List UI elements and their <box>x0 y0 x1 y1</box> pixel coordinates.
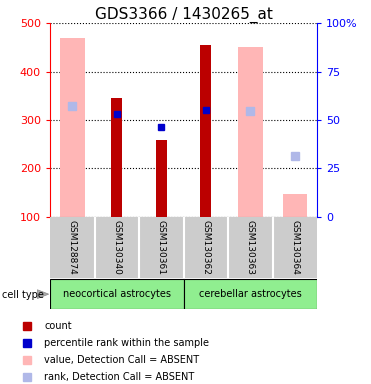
Bar <box>111 98 122 217</box>
Bar <box>184 279 317 308</box>
Text: value, Detection Call = ABSENT: value, Detection Call = ABSENT <box>44 355 199 365</box>
Polygon shape <box>37 290 49 298</box>
Bar <box>238 47 263 217</box>
Text: GSM130363: GSM130363 <box>246 220 255 275</box>
Text: neocortical astrocytes: neocortical astrocytes <box>63 289 171 299</box>
Text: GSM130362: GSM130362 <box>201 220 210 275</box>
Bar <box>50 279 184 308</box>
Text: GSM130340: GSM130340 <box>112 220 121 275</box>
Text: GSM130364: GSM130364 <box>290 220 299 275</box>
Text: rank, Detection Call = ABSENT: rank, Detection Call = ABSENT <box>44 372 194 382</box>
Text: cerebellar astrocytes: cerebellar astrocytes <box>199 289 302 299</box>
Bar <box>200 45 211 217</box>
Title: GDS3366 / 1430265_at: GDS3366 / 1430265_at <box>95 7 273 23</box>
Text: count: count <box>44 321 72 331</box>
Bar <box>156 141 167 217</box>
Text: percentile rank within the sample: percentile rank within the sample <box>44 338 209 348</box>
Text: GSM128874: GSM128874 <box>68 220 77 275</box>
Bar <box>283 194 307 217</box>
Text: cell type: cell type <box>2 290 44 300</box>
Text: GSM130361: GSM130361 <box>157 220 166 275</box>
Bar <box>60 38 85 217</box>
